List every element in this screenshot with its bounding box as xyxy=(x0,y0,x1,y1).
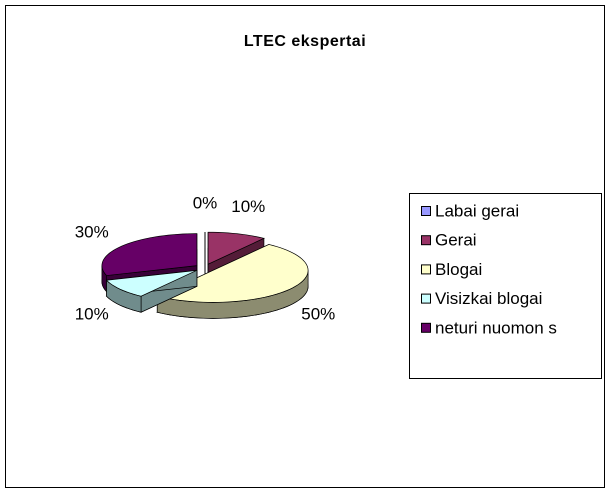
legend-swatch xyxy=(421,206,431,216)
legend-label: Blogai xyxy=(435,260,482,279)
legend-swatch xyxy=(421,235,431,246)
legend-swatch xyxy=(421,293,431,304)
slice-top xyxy=(101,233,198,276)
data-label: 10% xyxy=(231,197,265,216)
slice-top xyxy=(207,231,266,265)
data-label: 10% xyxy=(75,305,109,324)
data-label: 50% xyxy=(301,305,335,324)
slice-top xyxy=(105,270,198,297)
legend-label: Labai gerai xyxy=(435,201,519,220)
legend-label: Visizkai blogai xyxy=(435,289,542,308)
legend-label: neturi nuomon s xyxy=(435,318,557,337)
legend xyxy=(409,193,602,379)
chart-title: LTEC ekspertai xyxy=(244,33,366,50)
legend-swatch xyxy=(421,264,431,275)
slice-top xyxy=(156,244,309,303)
pie-slice xyxy=(105,269,198,313)
pie-slice xyxy=(156,243,309,319)
data-label: 0% xyxy=(193,193,218,212)
legend-swatch xyxy=(421,322,431,333)
data-label: 30% xyxy=(75,222,109,241)
legend-label: Gerai xyxy=(435,231,477,250)
